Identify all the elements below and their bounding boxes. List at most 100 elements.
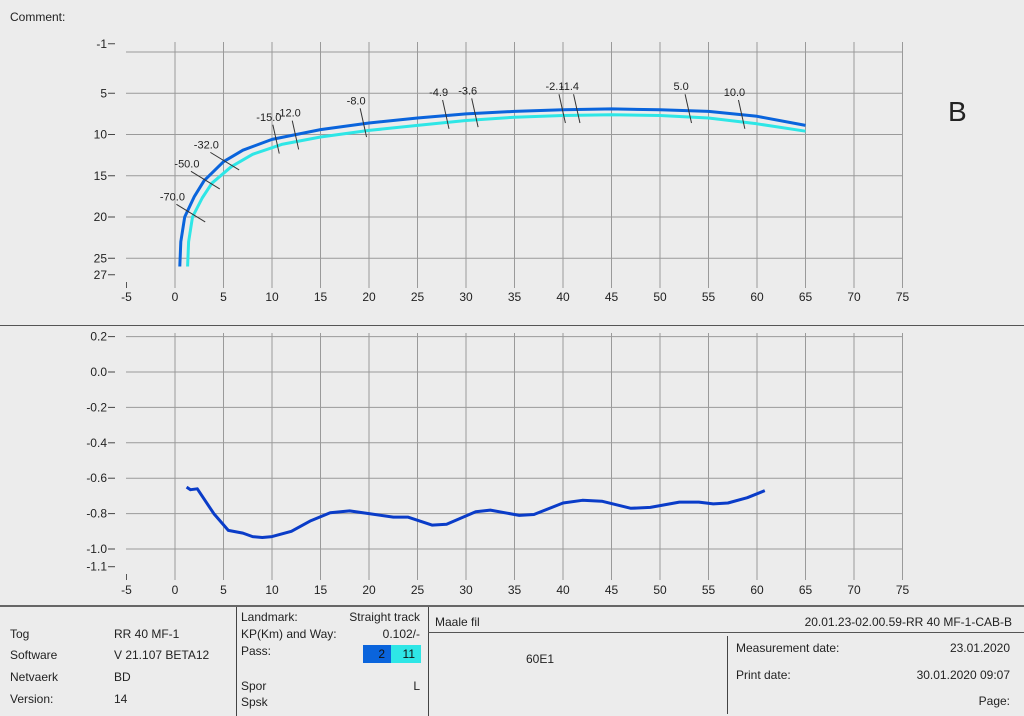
info-label-software: Software: [10, 648, 58, 662]
kp-value: 0.102/-: [382, 627, 420, 641]
kp-label: KP(Km) and Way:: [241, 627, 337, 641]
curvature-label: -12.0: [276, 108, 301, 120]
footer-divider: [428, 607, 429, 716]
deviation-chart: -5 0 5 10 15 20 25 30 35 40 45 50 55 60 65 70 75 0.2 0.0 -0…: [86, 330, 910, 597]
y-tick-label: 10: [94, 128, 108, 142]
curvature-label: 10.0: [724, 87, 745, 99]
curvature-label: -4.9: [429, 87, 448, 99]
measurement-date: 23.01.2020: [949, 641, 1010, 655]
print-date-label: Print date:: [736, 668, 791, 682]
x-tick-label: 20: [362, 583, 376, 597]
chart-divider: [0, 325, 1024, 326]
track-plan-chart: -5 0 5 10 15 20 25 30 35 40 45 50 55 60 65 70 75 -1 5 10 15 2…: [94, 37, 910, 304]
report-footer: Tog RR 40 MF-1 Software V 21.107 BETA12 …: [0, 605, 1024, 716]
x-tick-label: 50: [653, 290, 667, 304]
curvature-marker: [684, 94, 692, 124]
x-tick-label: 30: [459, 583, 473, 597]
y-tick-label: -0.8: [86, 507, 107, 521]
x-tick-label: 50: [653, 583, 667, 597]
info-label-netvaerk: Netvaerk: [10, 670, 59, 684]
x-tick-label: 65: [799, 290, 813, 304]
y-tick-label: 15: [94, 169, 108, 183]
x-tick-label: -5: [121, 583, 132, 597]
side-label: B: [948, 96, 967, 127]
curvature-marker: [190, 170, 221, 190]
curvature-label: -70.0: [160, 191, 185, 203]
y-tick-label: 20: [94, 210, 108, 224]
y-tick-label: 5: [100, 86, 107, 100]
y-tick-label: 27: [94, 268, 108, 282]
curvature-label: -50.0: [174, 158, 199, 170]
maale-label: Maale fil: [435, 615, 480, 629]
curvature-marker: [573, 94, 581, 124]
curvature-marker: [291, 120, 300, 150]
x-tick-label: 75: [896, 583, 910, 597]
maale-value: 20.01.23-02.00.59-RR 40 MF-1-CAB-B: [804, 615, 1012, 629]
x-tick-label: 25: [411, 583, 425, 597]
x-tick-label: 45: [605, 290, 619, 304]
footer-divider: [236, 607, 237, 716]
y-tick-label: 0.2: [90, 330, 107, 344]
info-value-version: 14: [114, 692, 128, 706]
spor-label: Spor: [241, 679, 267, 693]
series-line-pass-2: [178, 107, 806, 267]
x-tick-label: 55: [702, 290, 716, 304]
curvature-marker: [442, 99, 450, 129]
pass-label: Pass:: [241, 644, 272, 658]
y-tick-label: -1.0: [86, 542, 107, 556]
x-tick-label: 55: [702, 583, 716, 597]
spsk-label: Spsk: [241, 695, 268, 709]
curvature-label: -8.0: [347, 95, 366, 107]
curvature-marker: [359, 108, 368, 138]
y-tick-label: -0.4: [86, 436, 107, 450]
landmark-value: Straight track: [349, 610, 420, 624]
measurement-date-label: Measurement date:: [736, 641, 840, 655]
x-tick-label: 15: [314, 290, 328, 304]
curvature-label: -32.0: [194, 139, 219, 151]
info-value-netvaerk: BD: [114, 670, 131, 684]
x-tick-label: 10: [265, 583, 279, 597]
x-tick-label: 70: [847, 583, 861, 597]
curvature-marker: [176, 203, 206, 223]
x-tick-label: 10: [265, 290, 279, 304]
series-line-pass-11: [186, 113, 806, 267]
spor-value: L: [413, 679, 420, 693]
x-tick-label: -5: [121, 290, 132, 304]
x-tick-label: 20: [362, 290, 376, 304]
x-tick-label: 0: [172, 583, 179, 597]
curvature-label: 5.0: [673, 81, 688, 93]
pass-badge-2: 2: [363, 645, 391, 663]
x-tick-label: 30: [459, 290, 473, 304]
y-tick-label: -0.6: [86, 471, 107, 485]
curvature-marker: [558, 94, 566, 124]
page-label: Page:: [978, 694, 1010, 708]
footer-divider: [428, 632, 1024, 633]
x-tick-label: 75: [896, 290, 910, 304]
info-label-version: Version:: [10, 692, 54, 706]
x-tick-label: 25: [411, 290, 425, 304]
x-tick-label: 45: [605, 583, 619, 597]
curvature-label: -3.6: [458, 85, 477, 97]
curvature-marker: [272, 124, 280, 154]
y-tick-label: 0.0: [90, 365, 107, 379]
x-tick-label: 60: [750, 583, 764, 597]
x-tick-label: 70: [847, 290, 861, 304]
y-tick-label: -0.2: [86, 400, 107, 414]
pass-badge-11: 11: [391, 645, 421, 663]
landmark-label: Landmark:: [241, 610, 298, 624]
x-tick-label: 65: [799, 583, 813, 597]
curvature-marker: [210, 151, 240, 171]
curvature-label: -15.0: [256, 112, 281, 124]
info-value-software: V 21.107 BETA12: [114, 648, 210, 662]
rail-profile: 60E1: [526, 652, 555, 666]
curvature-label: -2.1: [546, 81, 565, 93]
x-tick-label: 35: [508, 290, 522, 304]
y-tick-label: -1.1: [86, 560, 107, 574]
x-tick-label: 35: [508, 583, 522, 597]
x-tick-label: 40: [556, 290, 570, 304]
x-tick-label: 5: [220, 583, 227, 597]
footer-divider: [727, 636, 728, 714]
x-tick-label: 60: [750, 290, 764, 304]
y-tick-label: 25: [94, 251, 108, 265]
x-tick-label: 5: [220, 290, 227, 304]
